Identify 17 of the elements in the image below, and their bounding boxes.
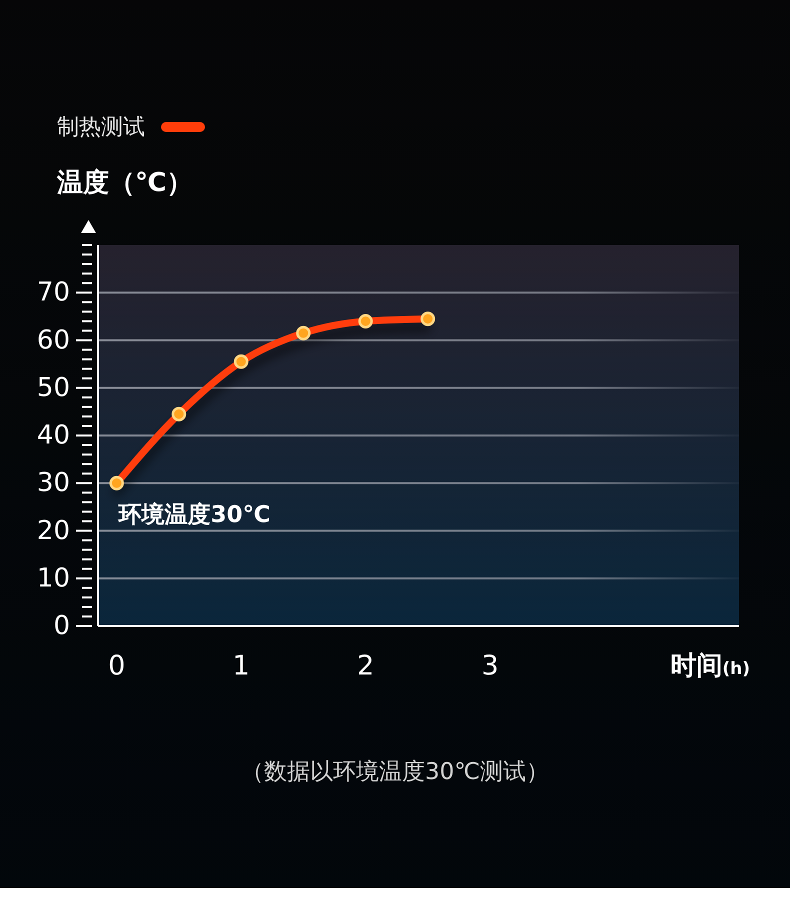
y-tick-label: 0 (53, 611, 70, 641)
legend-label: 制热测试 (57, 114, 145, 142)
y-tick-label: 30 (36, 468, 70, 498)
y-tick-label: 70 (36, 278, 70, 308)
x-tick-label: 0 (108, 650, 126, 682)
y-tick-label: 60 (36, 325, 70, 356)
x-tick-label: 1 (232, 650, 250, 682)
y-tick-label: 10 (36, 563, 70, 594)
text: （数据以环境温度30℃测试） (240, 759, 550, 785)
annotation: 环境温度30℃ (118, 502, 271, 528)
y-tick-label: 40 (36, 420, 70, 450)
x-tick-label: 2 (357, 650, 374, 682)
y-tick-label: 20 (36, 516, 70, 546)
y-tick-label: 50 (36, 372, 70, 403)
x-tick-label: 3 (481, 650, 499, 682)
y-axis-title: 温度（℃） (57, 168, 192, 198)
x-axis-title: 时间(h) (670, 651, 750, 681)
